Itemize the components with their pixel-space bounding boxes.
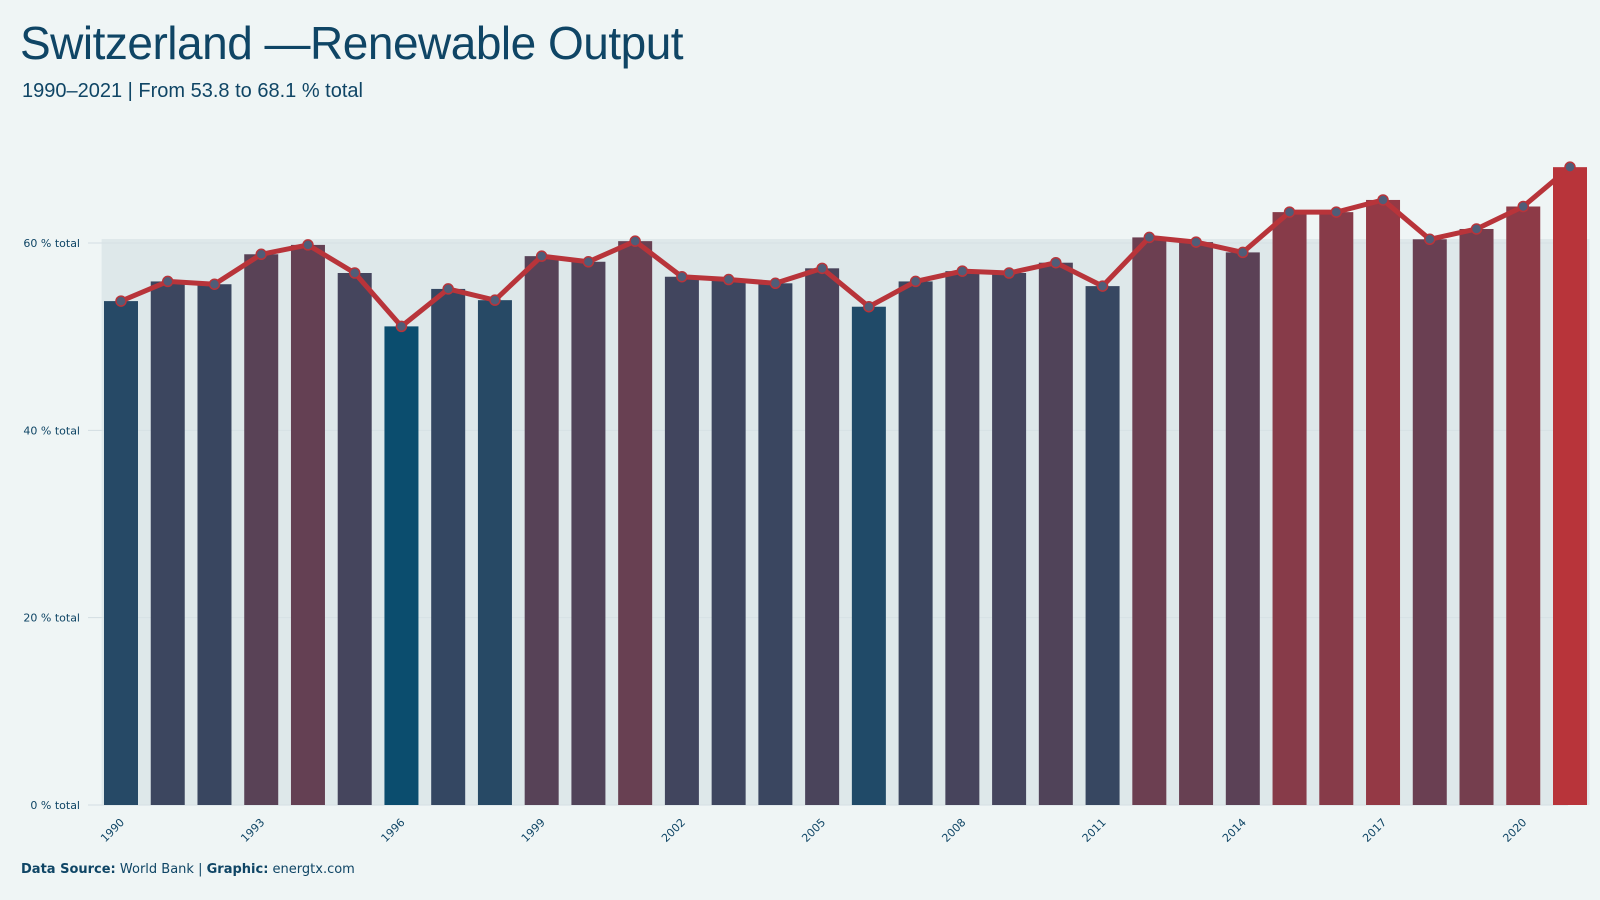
bar-2013 xyxy=(1179,242,1214,805)
bar-2009 xyxy=(992,273,1027,805)
marker-1999 xyxy=(535,250,548,262)
trend-line-path xyxy=(118,164,1573,329)
marker-2012 xyxy=(1143,231,1156,244)
marker-1995 xyxy=(348,267,361,279)
bar-2014 xyxy=(1225,252,1260,806)
x-tick-label: 2005 xyxy=(799,816,828,845)
bars xyxy=(104,167,1587,806)
bar-1997 xyxy=(431,288,466,805)
marker-2015 xyxy=(1283,206,1296,218)
marker-2004 xyxy=(769,277,782,290)
x-tick-label: 1996 xyxy=(379,816,408,845)
marker-2009 xyxy=(1003,267,1015,279)
bar-1995 xyxy=(337,273,372,805)
bar-1994 xyxy=(290,244,325,805)
chart-title: Switzerland —Renewable Output xyxy=(20,17,684,69)
x-tick-label: 2011 xyxy=(1080,816,1109,845)
marker-1994 xyxy=(302,239,314,251)
x-tick-label: 1999 xyxy=(519,816,548,845)
marker-2018 xyxy=(1424,233,1436,246)
bar-2015 xyxy=(1272,212,1307,805)
marker-1996 xyxy=(395,320,408,333)
bar-2002 xyxy=(664,276,699,806)
y-tick-label: 60 % total xyxy=(23,237,80,250)
bar-2020 xyxy=(1506,206,1541,805)
source-value: World Bank xyxy=(119,862,194,877)
marker-1990 xyxy=(115,295,127,307)
chart-footer: Data Source: World Bank | Graphic: energ… xyxy=(21,862,355,877)
x-axis-ticks: 1990 1993 1996 1999 2002 2005 2008 2011 2014 2017… xyxy=(98,816,1529,845)
marker-2005 xyxy=(816,262,828,275)
bar-1993 xyxy=(244,254,279,806)
bar-2021 xyxy=(1553,167,1587,805)
chart-subtitle: 1990–2021 | From 53.8 to 68.1 % total xyxy=(22,80,363,102)
graphic-value: energtx.com xyxy=(272,862,355,877)
marker-2007 xyxy=(909,275,922,288)
y-tick-label: 40 % total xyxy=(23,424,80,437)
marker-2017 xyxy=(1377,194,1389,206)
trend-line xyxy=(118,164,1573,329)
marker-2010 xyxy=(1050,256,1062,269)
bar-2010 xyxy=(1038,262,1073,806)
source-label: Data Source: xyxy=(21,862,116,877)
y-tick-label: 0 % total xyxy=(30,799,80,812)
x-tick-label: 2008 xyxy=(939,816,968,845)
bar-2017 xyxy=(1366,199,1401,805)
marker-2021 xyxy=(1564,161,1576,173)
bar-2008 xyxy=(945,271,980,805)
marker-1998 xyxy=(489,294,501,306)
bar-2018 xyxy=(1412,239,1447,806)
marker-2006 xyxy=(863,300,875,313)
marker-1997 xyxy=(442,283,454,295)
graphic-label: Graphic: xyxy=(206,862,269,877)
bar-2019 xyxy=(1459,228,1494,805)
bar-1999 xyxy=(524,256,559,805)
bar-1998 xyxy=(477,300,512,805)
marker-2011 xyxy=(1096,280,1109,292)
marker-2013 xyxy=(1190,236,1202,248)
footer-separator: | xyxy=(198,862,203,877)
line-markers xyxy=(115,161,1576,333)
marker-2020 xyxy=(1517,200,1530,213)
bar-2016 xyxy=(1319,212,1354,805)
x-tick-label: 1990 xyxy=(98,816,127,845)
marker-2014 xyxy=(1237,246,1249,259)
bar-2012 xyxy=(1132,237,1167,805)
marker-2002 xyxy=(676,270,688,283)
bar-1992 xyxy=(197,284,232,805)
x-tick-label: 2002 xyxy=(659,816,688,845)
marker-1993 xyxy=(255,248,267,261)
bar-2006 xyxy=(851,306,886,805)
marker-2000 xyxy=(582,256,595,268)
marker-2019 xyxy=(1470,223,1483,235)
y-axis-ticks: 0 % total 20 % total 40 % total 60 % total xyxy=(23,237,80,812)
bar-2003 xyxy=(711,279,746,805)
bar-1990 xyxy=(104,301,138,805)
x-tick-label: 2014 xyxy=(1220,816,1249,845)
bar-1996 xyxy=(384,326,419,805)
bar-2004 xyxy=(758,283,793,805)
x-tick-label: 1993 xyxy=(238,816,267,845)
bar-2011 xyxy=(1085,286,1120,805)
bar-2005 xyxy=(805,268,840,805)
marker-2003 xyxy=(722,273,735,286)
marker-1992 xyxy=(208,278,221,290)
marker-2001 xyxy=(629,235,641,247)
marker-1991 xyxy=(161,275,174,288)
x-tick-label: 2017 xyxy=(1360,816,1389,845)
bar-2000 xyxy=(571,261,606,805)
x-tick-label: 2020 xyxy=(1500,816,1529,845)
marker-2008 xyxy=(956,265,969,277)
bar-1991 xyxy=(150,281,185,805)
y-tick-label: 20 % total xyxy=(23,612,80,625)
marker-2016 xyxy=(1330,206,1343,218)
bar-2001 xyxy=(618,241,653,806)
bar-2007 xyxy=(898,281,933,805)
